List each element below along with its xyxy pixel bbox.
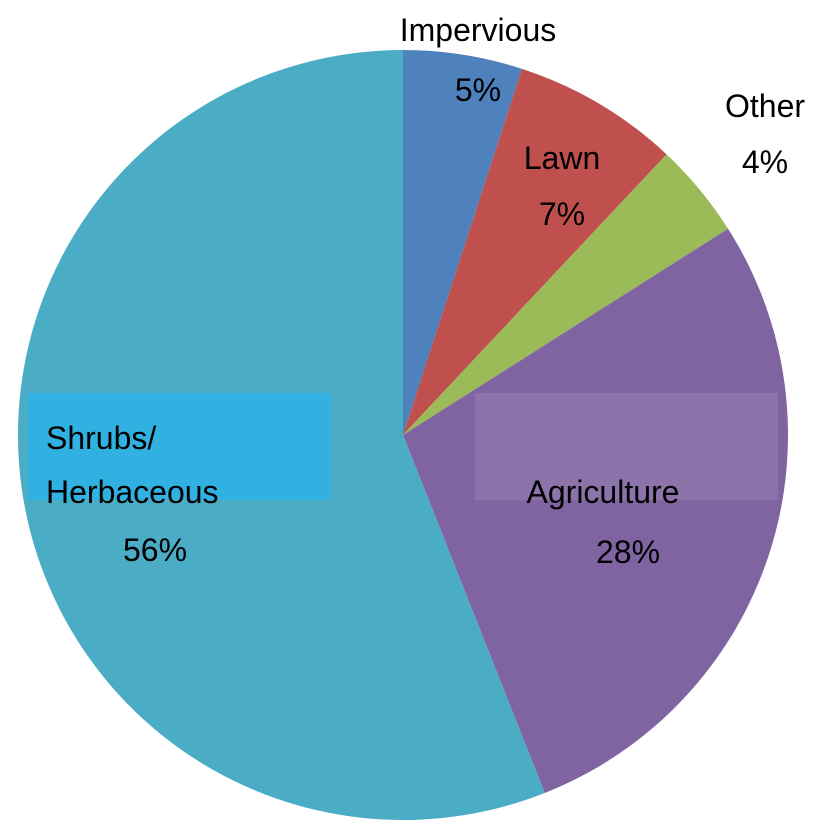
label-box <box>28 393 330 500</box>
value-label: 5% <box>454 72 502 108</box>
pie-slice <box>403 154 729 435</box>
value-label: 4% <box>741 144 789 180</box>
slice-label: Shrubs/ Herbaceous <box>46 420 219 510</box>
value-label: 56% <box>122 532 188 568</box>
pie-slice <box>403 228 788 793</box>
pie-slice <box>403 50 522 435</box>
slice-label: Impervious <box>399 12 557 48</box>
label-box <box>475 393 778 500</box>
pie-slice <box>403 68 667 436</box>
slice-label: Lawn <box>523 140 601 176</box>
slice-label: Other <box>724 88 806 124</box>
value-label: 7% <box>538 196 586 232</box>
slice-label: Agriculture <box>526 474 680 510</box>
value-label: 28% <box>595 534 661 570</box>
